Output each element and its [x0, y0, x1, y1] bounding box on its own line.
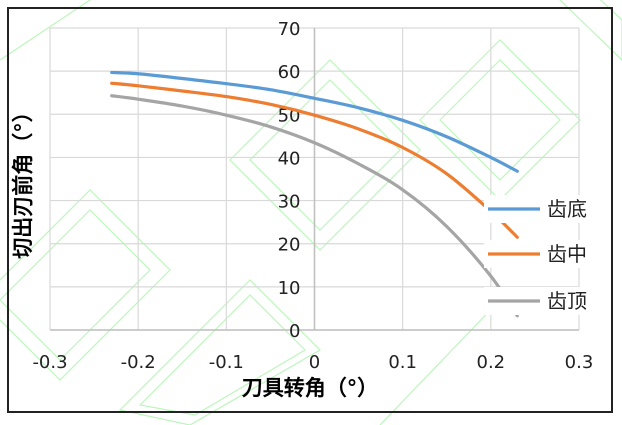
- y-tick-label: 40: [278, 148, 301, 169]
- x-tick-label: -0.1: [209, 352, 244, 373]
- series-line-middle: [110, 81, 519, 239]
- legend-label-middle: 齿中: [547, 242, 587, 266]
- y-tick-label: 70: [278, 19, 301, 40]
- series-line-base: [110, 70, 519, 173]
- x-tick-label: -0.3: [32, 352, 67, 373]
- x-tick-label: 0: [309, 352, 320, 373]
- y-tick-label: 0: [289, 321, 300, 342]
- x-tick-label: 0.3: [565, 352, 594, 373]
- y-axis-title: 切出刃前角（°）: [11, 101, 35, 259]
- series-line-top: [110, 94, 519, 318]
- y-tick-label: 60: [278, 62, 301, 83]
- series-lines: [110, 70, 519, 318]
- x-tick-label: -0.2: [121, 352, 156, 373]
- chart-border: [7, 7, 613, 413]
- x-tick-label: 0.2: [477, 352, 506, 373]
- legend-label-base: 齿底: [547, 197, 587, 221]
- y-tick-label: 30: [278, 192, 301, 213]
- y-tick-label: 20: [278, 235, 301, 256]
- x-axis-title: 刀具转角（°）: [242, 376, 379, 400]
- x-tick-label: 0.1: [388, 352, 417, 373]
- y-tick-label: 10: [278, 278, 301, 299]
- legend-label-top: 齿顶: [547, 289, 587, 313]
- grid: [49, 27, 580, 331]
